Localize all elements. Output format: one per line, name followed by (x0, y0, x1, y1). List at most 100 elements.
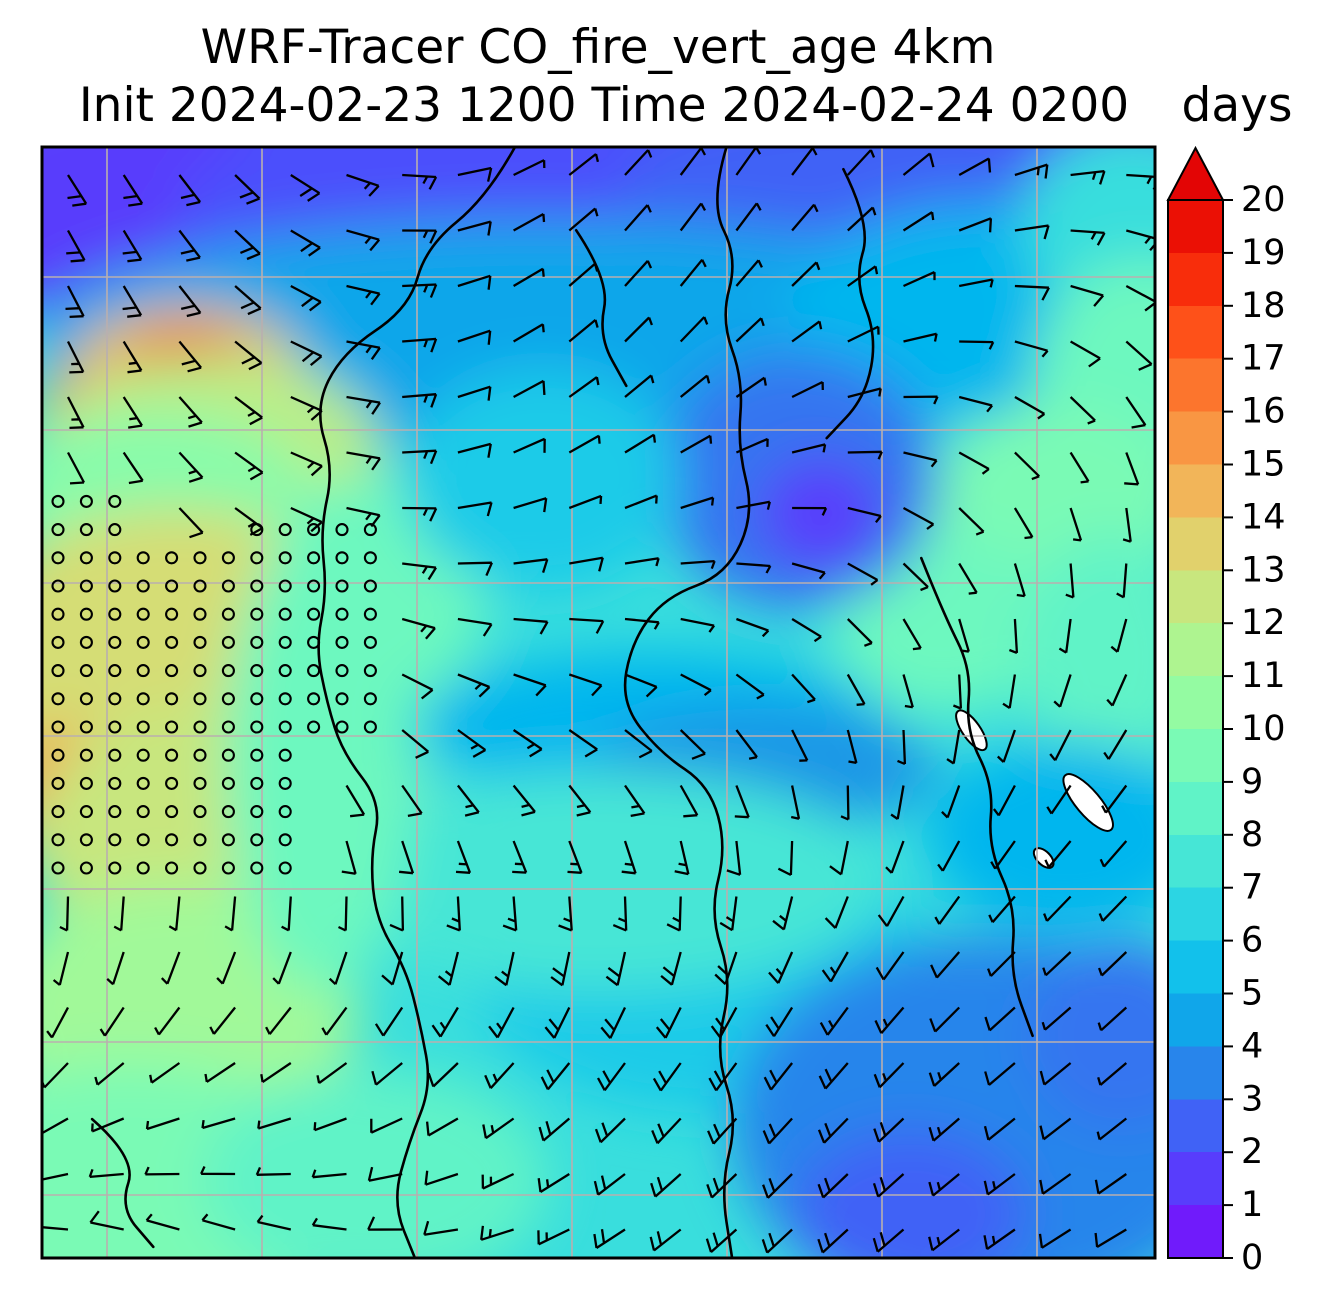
wind-barb (902, 211, 935, 232)
calm-circle (79, 607, 93, 621)
calm-circle (165, 805, 179, 819)
wind-barb (655, 1006, 682, 1039)
calm-circle (165, 607, 179, 621)
wind-barb (679, 374, 711, 398)
wind-barb (772, 896, 794, 931)
calm-circles-layer (51, 494, 377, 875)
wind-barb (568, 494, 603, 510)
wind-barb (1014, 451, 1041, 481)
calm-circle (51, 861, 65, 875)
wind-barb (958, 395, 993, 413)
coastlines-layer (90, 147, 1034, 1258)
wind-barb (1069, 396, 1096, 425)
wind-barb (234, 340, 263, 371)
calm-circle (51, 664, 65, 678)
calm-circle (51, 776, 65, 790)
wind-barb (122, 174, 144, 207)
calm-circle (51, 748, 65, 762)
wind-barb (680, 559, 716, 570)
calm-circle (307, 607, 321, 621)
wind-barb (480, 1225, 514, 1241)
wind-barb (494, 951, 515, 987)
calm-circle (278, 579, 292, 593)
wind-barb (457, 617, 493, 637)
wind-barb (99, 1006, 125, 1037)
calm-circle (108, 861, 122, 875)
wind-barb (568, 673, 603, 697)
calm-circle (250, 607, 264, 621)
wind-barb (481, 1172, 515, 1190)
calm-circle (193, 748, 207, 762)
calm-circle (193, 805, 207, 819)
wind-barb (735, 437, 769, 454)
map-field (42, 147, 1155, 1258)
calm-circle (79, 635, 93, 649)
wind-barb (952, 674, 963, 710)
wind-barb (234, 396, 263, 426)
wind-barb (513, 212, 546, 232)
wind-barb (984, 1062, 1016, 1086)
calm-circle (165, 833, 179, 847)
wind-barb (824, 896, 849, 929)
wind-barb (1043, 895, 1072, 922)
wind-barb (1042, 951, 1072, 977)
wind-barb (719, 896, 738, 932)
wind-barb (624, 494, 658, 510)
wind-barb (484, 1062, 515, 1089)
calm-circle (193, 776, 207, 790)
calm-circle (79, 720, 93, 734)
wind-barb (1041, 1006, 1072, 1031)
wind-barb (680, 673, 712, 697)
wind-barb (260, 1062, 292, 1084)
wind-barb (958, 451, 990, 475)
wind-barb (457, 274, 492, 290)
calm-circle (108, 805, 122, 819)
calm-circle (108, 635, 122, 649)
wind-barb (401, 784, 423, 818)
wind-barb (1097, 1062, 1128, 1086)
wind-barb (958, 217, 993, 233)
calm-circle (307, 664, 321, 678)
wind-barb (145, 1213, 180, 1231)
wind-barb (791, 443, 827, 454)
wind-barb (846, 729, 858, 765)
wind-barb (984, 1006, 1016, 1032)
calm-circle (108, 720, 122, 734)
wind-barb (234, 451, 264, 481)
calm-circle (108, 692, 122, 706)
wind-barb (402, 229, 438, 244)
wind-barb (290, 340, 323, 366)
wind-barb (401, 729, 430, 759)
wind-barb (937, 840, 961, 872)
calm-circle (221, 805, 235, 819)
wind-barb (705, 1228, 738, 1253)
calm-circle (193, 607, 207, 621)
wind-barb (457, 561, 493, 577)
calm-circle (136, 579, 150, 593)
calm-circle (278, 861, 292, 875)
wind-barb (1014, 340, 1049, 358)
calm-circle (79, 579, 93, 593)
wind-barb (735, 259, 763, 287)
colorbar-tick-label: 1 (1241, 1185, 1263, 1225)
wind-barb (928, 1062, 960, 1087)
calm-circle (193, 551, 207, 565)
wind-barb (707, 1117, 738, 1145)
wind-barb (272, 951, 292, 985)
calm-circle (136, 607, 150, 621)
wind-barb (122, 340, 143, 374)
wind-barb (106, 951, 125, 986)
calm-circle (250, 776, 264, 790)
wind-barb (389, 896, 405, 932)
wind-barb (122, 229, 143, 263)
wind-barb (872, 1173, 905, 1198)
wind-barb (42, 1226, 69, 1231)
calm-circle (193, 635, 207, 649)
wind-barb (1008, 618, 1019, 654)
wind-barb (1122, 507, 1132, 543)
wind-barb (568, 784, 592, 817)
wind-barb (873, 1117, 905, 1143)
wind-barb (437, 951, 460, 986)
wind-barb (113, 896, 125, 932)
wind-barb (651, 1117, 682, 1145)
